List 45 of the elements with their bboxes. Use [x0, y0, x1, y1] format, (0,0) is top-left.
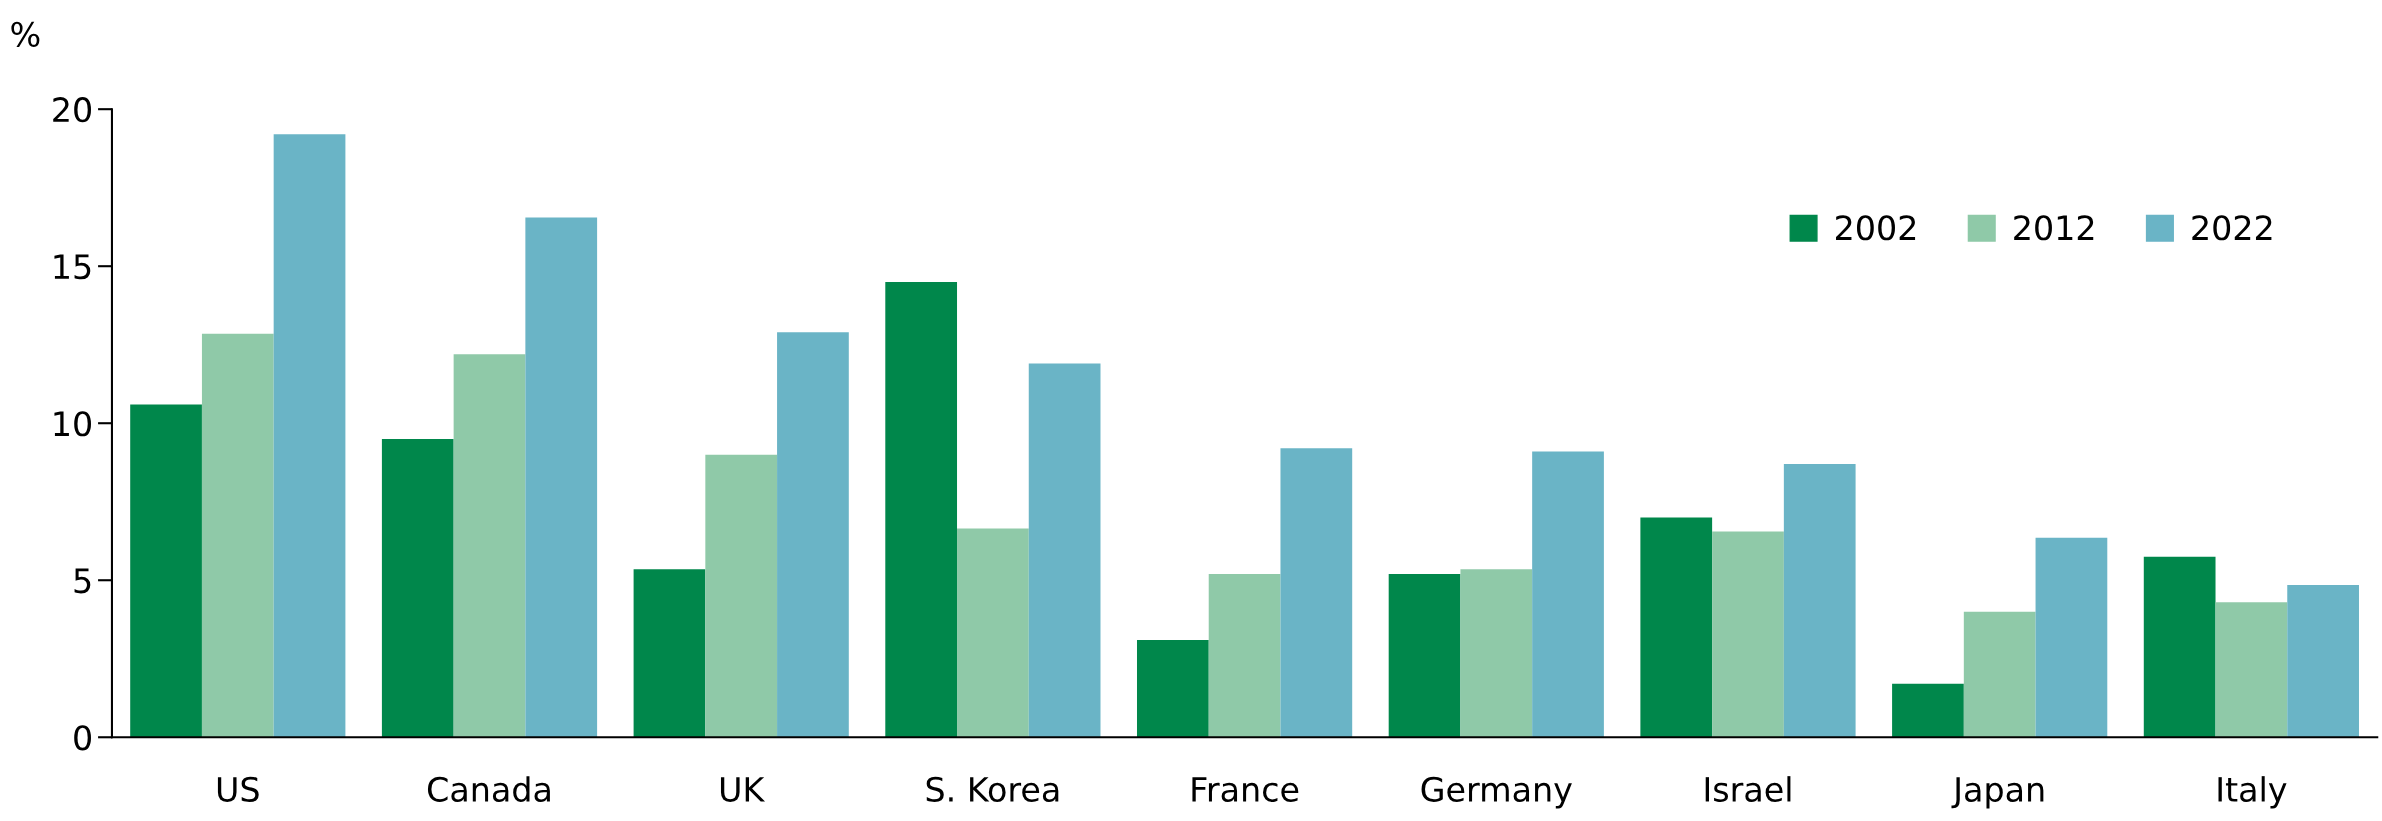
- bar: [130, 404, 202, 738]
- bar: [453, 354, 526, 738]
- bar: [1208, 573, 1281, 738]
- x-tick-label: Israel: [1705, 776, 1791, 802]
- x-tick-label: US: [217, 776, 259, 802]
- bar: [705, 454, 778, 738]
- bar: [201, 333, 274, 738]
- y-tick-label: 0: [74, 725, 91, 751]
- bar: [273, 134, 346, 738]
- x-tick-label: Japan: [1951, 777, 2044, 809]
- legend-label: 2012: [2014, 215, 2094, 241]
- bar: [1460, 569, 1533, 738]
- bar: [957, 528, 1029, 738]
- bar: [381, 438, 454, 738]
- bar: [1280, 448, 1353, 738]
- bar: [1640, 517, 1713, 738]
- y-tick-label: 15: [54, 254, 91, 280]
- x-tick-label: S. Korea: [926, 776, 1059, 802]
- bar: [777, 332, 849, 738]
- bar: [1963, 611, 2036, 738]
- bar: [633, 569, 706, 738]
- bar: [525, 217, 598, 738]
- legend-label: 2022: [2192, 215, 2272, 241]
- bar: [1712, 531, 1784, 738]
- bar: [1783, 464, 1856, 738]
- y-axis-title: %: [11, 21, 40, 47]
- x-tick-label: Italy: [2218, 776, 2287, 809]
- legend-label: 2002: [1836, 215, 1916, 241]
- bar: [2143, 556, 2216, 738]
- bar: [1028, 363, 1101, 738]
- bar: [1388, 573, 1461, 738]
- x-tick-label: Canada: [427, 776, 550, 802]
- bar: [2035, 537, 2108, 738]
- bar: [2215, 602, 2288, 738]
- x-tick-label: Germany: [1421, 776, 1572, 809]
- y-tick-label: 10: [54, 411, 91, 437]
- y-tick-label: 20: [53, 97, 91, 123]
- bar: [885, 281, 958, 738]
- x-tick-label: UK: [720, 777, 766, 802]
- bar: [1136, 639, 1209, 738]
- x-tick-label: France: [1192, 777, 1299, 802]
- y-tick-label: 5: [74, 568, 91, 594]
- bar: [2287, 584, 2359, 738]
- bar: [1532, 451, 1604, 738]
- bar: [1892, 683, 1964, 738]
